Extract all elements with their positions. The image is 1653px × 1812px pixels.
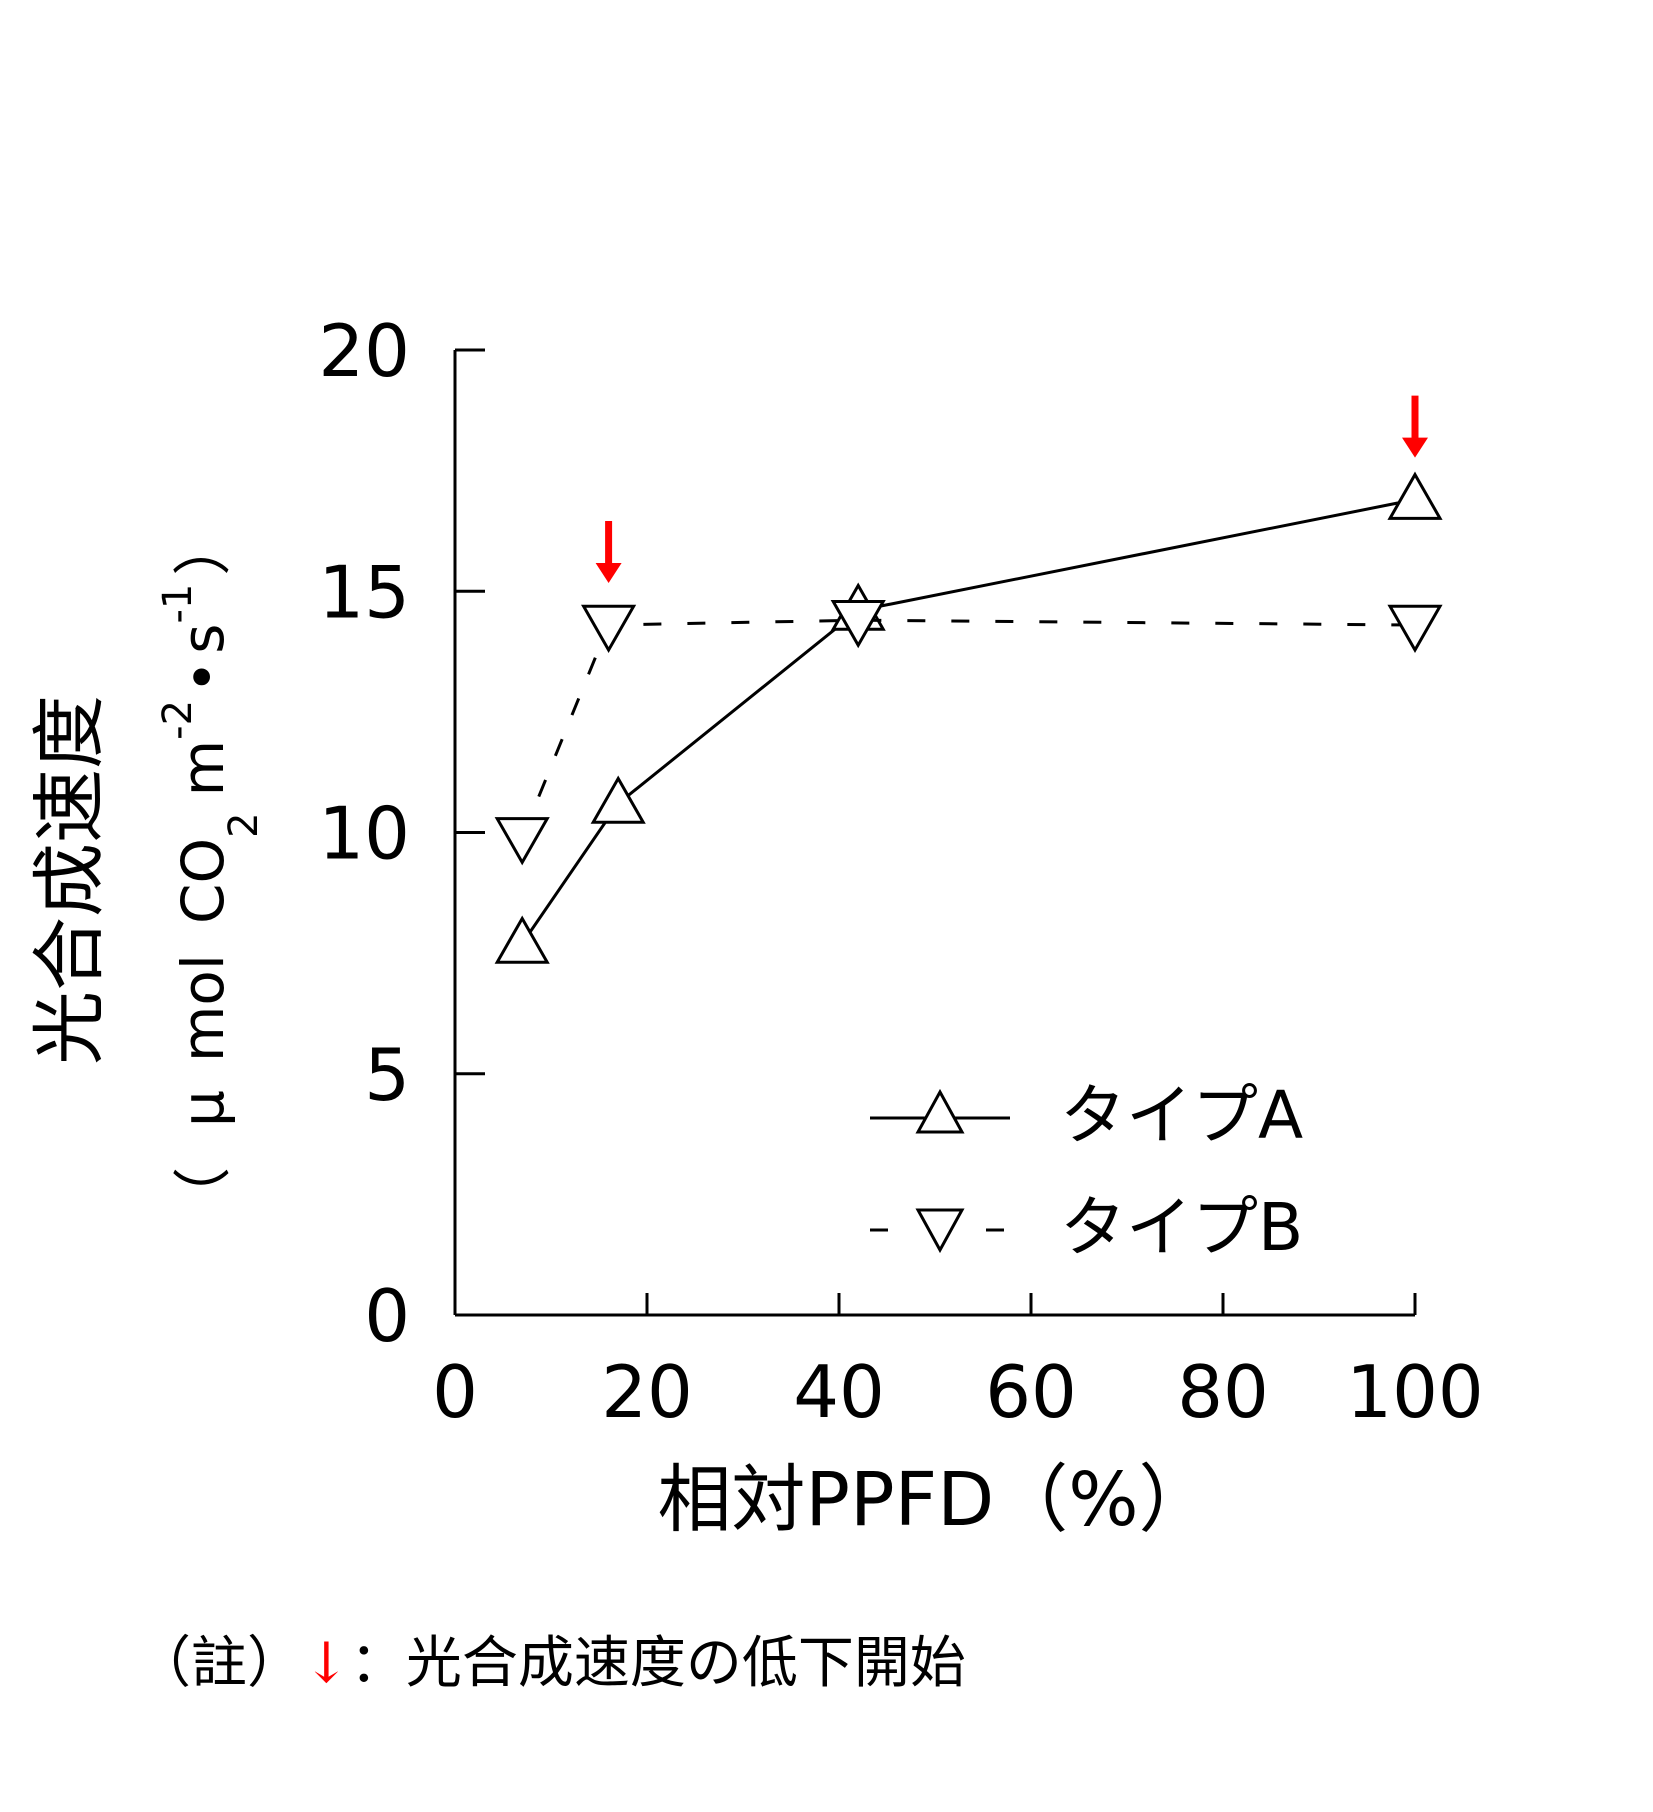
y-tick-label: 0 bbox=[364, 1274, 410, 1358]
y-tick-label: 15 bbox=[318, 550, 410, 634]
y-tick-label: 10 bbox=[318, 792, 410, 876]
y-unit-m: m bbox=[169, 740, 237, 797]
data-point-b bbox=[830, 599, 886, 649]
y-axis-title-main: 光合成速度 bbox=[27, 695, 113, 1065]
x-tick-label: 80 bbox=[1177, 1350, 1269, 1434]
data-point-a bbox=[1387, 471, 1443, 520]
x-tick-label: 60 bbox=[985, 1350, 1077, 1434]
y-unit-open: （ bbox=[169, 1167, 237, 1225]
svg-text:（μmolCO2m-2•s-1）: （ μ mol CO2 m-2 • s-1 ） bbox=[155, 518, 267, 1225]
y-tick-label: 5 bbox=[364, 1033, 410, 1117]
y-tick-label: 20 bbox=[318, 309, 410, 393]
y-unit-exp-m: -2 bbox=[155, 700, 201, 740]
x-tick-label: 100 bbox=[1346, 1350, 1483, 1434]
legend: タイプA タイプB bbox=[870, 1077, 1303, 1266]
footnote: （註）↓：光合成速度の低下開始 bbox=[135, 1618, 966, 1699]
y-unit-mol: mol bbox=[169, 954, 237, 1062]
y-unit-exp-s: -1 bbox=[155, 584, 201, 624]
footnote-text: ：光合成速度の低下開始 bbox=[349, 1631, 966, 1696]
ticks: 0 20 40 60 80 100 0 5 10 15 20 bbox=[318, 309, 1483, 1434]
annotation-layer bbox=[595, 395, 1428, 584]
y-unit-s: s bbox=[169, 624, 237, 654]
legend-marker-a bbox=[915, 1088, 965, 1134]
x-tick-label: 40 bbox=[793, 1350, 885, 1434]
decline-arrow-icon bbox=[1402, 395, 1428, 458]
footnote-prefix: （註） bbox=[135, 1631, 303, 1696]
y-unit-co: CO bbox=[169, 838, 237, 924]
legend-marker-b bbox=[915, 1208, 965, 1254]
footnote-arrow-icon: ↓ bbox=[303, 1631, 350, 1696]
x-tick-label: 0 bbox=[432, 1350, 478, 1434]
decline-arrow-icon bbox=[595, 521, 622, 584]
x-tick-label: 20 bbox=[601, 1350, 693, 1434]
y-unit-close: ） bbox=[169, 518, 237, 576]
x-axis-title: 相対PPFD（%） bbox=[657, 1457, 1212, 1543]
series-line-a bbox=[520, 498, 1416, 945]
legend-item-a: タイプA bbox=[870, 1077, 1303, 1154]
data-point-b bbox=[494, 817, 550, 866]
y-axis-unit: （ μ mol CO2 m-2 • s-1 ） bbox=[155, 518, 267, 1225]
y-axis-title: 光合成速度 bbox=[27, 695, 113, 1065]
data-point-a bbox=[590, 775, 646, 824]
legend-label-a: タイプA bbox=[1060, 1077, 1303, 1154]
data-point-b bbox=[581, 604, 637, 654]
legend-label-b: タイプB bbox=[1060, 1189, 1303, 1266]
data-point-b bbox=[1387, 604, 1443, 654]
series-layer bbox=[494, 471, 1443, 964]
y-unit-sub2: 2 bbox=[221, 812, 267, 837]
y-unit-mu: μ bbox=[169, 1090, 237, 1127]
y-unit-dot: • bbox=[169, 660, 237, 694]
legend-item-b: タイプB bbox=[870, 1189, 1303, 1266]
data-point-a bbox=[494, 915, 550, 964]
series-line-b bbox=[520, 618, 1416, 838]
